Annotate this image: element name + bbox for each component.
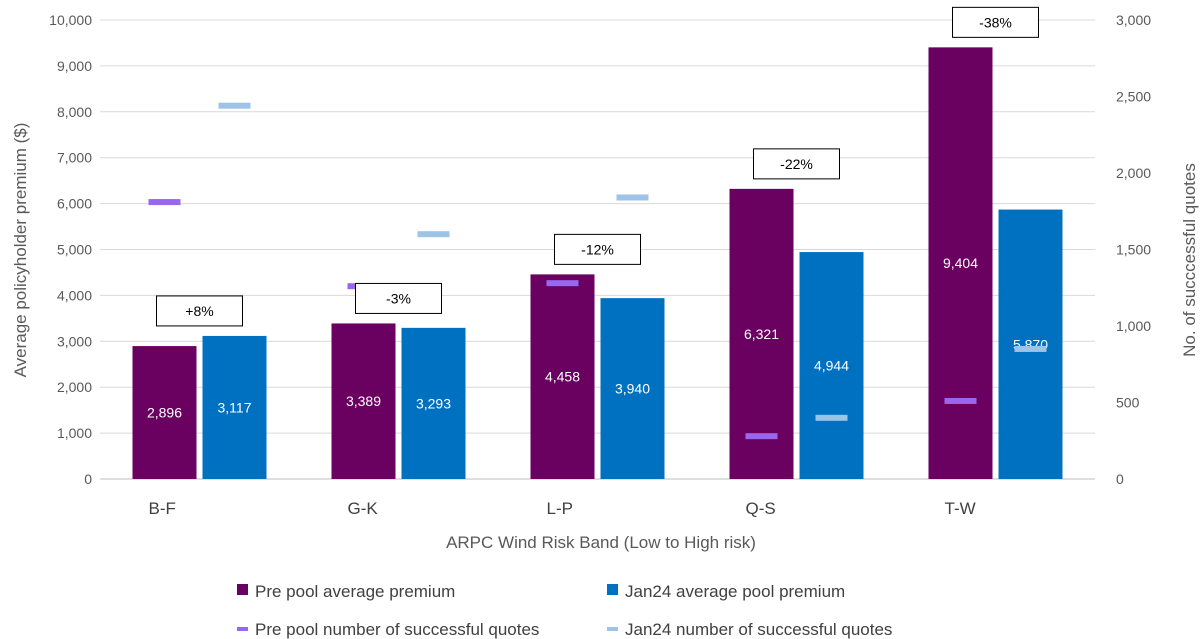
bar-value-label: 4,944 (814, 358, 849, 374)
y2-tick-label: 0 (1116, 471, 1124, 487)
category-label: G-K (348, 499, 379, 518)
change-annotation-label: -3% (386, 290, 411, 306)
change-annotation-label: +8% (185, 303, 213, 319)
legend-item-pre-pool-premium: Pre pool average premium (237, 582, 455, 601)
bar-pre-pool-premium (530, 274, 595, 479)
bar-value-label: 9,404 (943, 255, 978, 271)
y-tick-label: 2,000 (57, 379, 92, 395)
marker-jan24-quotes (815, 414, 848, 421)
y-tick-label: 0 (84, 471, 92, 487)
bar-value-label: 4,458 (545, 369, 580, 385)
legend-swatch (237, 627, 248, 631)
marker-pre-pool-quotes (944, 397, 977, 404)
legend-label: Jan24 average pool premium (625, 582, 845, 601)
category-label: Q-S (746, 499, 776, 518)
change-annotation-label: -12% (581, 241, 614, 257)
quote-markers (148, 102, 1047, 440)
y2-tick-label: 2,000 (1116, 165, 1151, 181)
marker-jan24-quotes (616, 194, 649, 201)
change-annotation-label: -38% (979, 14, 1012, 30)
right-axis-ticks: 0 500 1,000 1,500 2,000 2,500 3,000 (1116, 12, 1151, 487)
bar-value-label: 2,896 (147, 405, 182, 421)
legend-label: Pre pool average premium (255, 582, 455, 601)
y-axis-title: Average policyholder premium ($) (11, 123, 30, 378)
bars: 2,896 3,117 3,389 3,293 4,458 3,940 6,321 4,944… (132, 47, 1063, 480)
bar-value-label: 3,940 (615, 381, 650, 397)
bar-pre-pool-premium (729, 188, 794, 480)
marker-jan24-quotes (1014, 345, 1047, 352)
legend-item-jan24-quotes: Jan24 number of successful quotes (607, 620, 892, 639)
change-annotation-box (554, 233, 641, 265)
bar-value-label: 3,389 (346, 393, 381, 409)
y2-axis-title: No. of succcessful quotes (1180, 163, 1199, 357)
category-label: B-F (149, 499, 176, 518)
bar-jan24-premium (202, 335, 267, 479)
change-annotation-label: -22% (780, 156, 813, 172)
y-tick-label: 10,000 (49, 12, 92, 28)
change-annotation-box (355, 282, 442, 314)
y-tick-label: 5,000 (57, 242, 92, 258)
category-label: L-P (547, 499, 573, 518)
left-axis-ticks: 0 1,000 2,000 3,000 4,000 5,000 6,000 7,000 8,00… (49, 12, 92, 487)
category-label: T-W (945, 499, 976, 518)
change-annotation-box (156, 295, 243, 327)
y2-tick-label: 1,500 (1116, 242, 1151, 258)
y-tick-label: 3,000 (57, 333, 92, 349)
marker-pre-pool-quotes (546, 280, 579, 287)
change-annotation-box (753, 148, 840, 180)
legend-label: Jan24 number of successful quotes (625, 620, 892, 639)
marker-jan24-quotes (417, 231, 450, 238)
marker-pre-pool-quotes (148, 199, 181, 206)
bar-value-label: 6,321 (744, 326, 779, 342)
bar-jan24-premium (401, 327, 466, 479)
legend-swatch (607, 584, 618, 595)
marker-jan24-quotes (218, 102, 251, 109)
category-labels: B-F G-K L-P Q-S T-W (149, 499, 976, 518)
y2-tick-label: 1,000 (1116, 318, 1151, 334)
legend: Pre pool average premium Jan24 average p… (237, 582, 892, 639)
y-tick-label: 4,000 (57, 287, 92, 303)
change-annotations: +8% -3% -12% -22% -38% (156, 6, 1039, 327)
bar-jan24-premium (799, 252, 864, 479)
bar-jan24-premium (998, 209, 1063, 479)
y2-tick-label: 3,000 (1116, 12, 1151, 28)
y2-tick-label: 500 (1116, 395, 1140, 411)
y2-tick-label: 2,500 (1116, 89, 1151, 105)
bar-value-label: 3,293 (416, 395, 451, 411)
legend-swatch (607, 627, 618, 631)
marker-pre-pool-quotes (745, 433, 778, 440)
y-tick-label: 6,000 (57, 196, 92, 212)
bar-value-label: 3,117 (218, 399, 252, 415)
legend-label: Pre pool number of successful quotes (255, 620, 539, 639)
legend-item-jan24-premium: Jan24 average pool premium (607, 582, 845, 601)
legend-swatch (237, 584, 248, 595)
y-tick-label: 8,000 (57, 104, 92, 120)
bar-pre-pool-premium (928, 47, 993, 480)
legend-item-pre-pool-quotes: Pre pool number of successful quotes (237, 620, 539, 639)
x-axis-title: ARPC Wind Risk Band (Low to High risk) (446, 533, 756, 552)
bar-pre-pool-premium (331, 323, 396, 479)
y-tick-label: 9,000 (57, 58, 92, 74)
change-annotation-box (952, 6, 1039, 38)
bar-jan24-premium (600, 298, 665, 479)
y-tick-label: 7,000 (57, 150, 92, 166)
bar-pre-pool-premium (132, 346, 197, 479)
y-tick-label: 1,000 (57, 425, 92, 441)
